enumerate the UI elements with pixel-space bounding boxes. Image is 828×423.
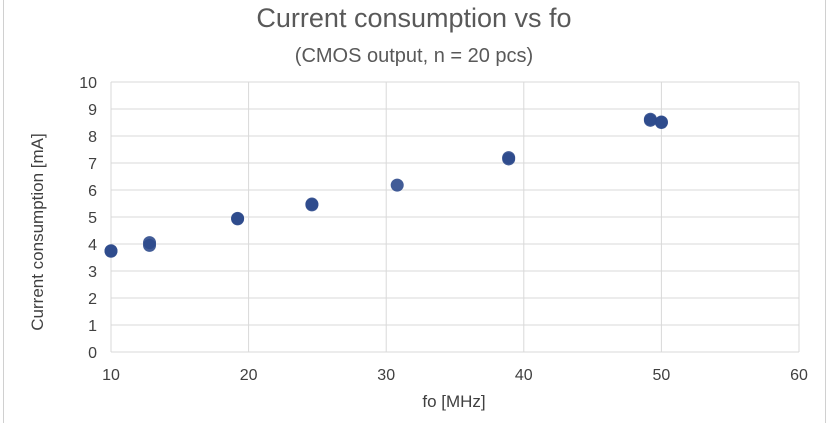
y-tick-label: 10 [79, 75, 97, 92]
data-point [390, 178, 404, 192]
data-point [502, 152, 516, 166]
x-tick-label: 50 [653, 367, 671, 384]
chart-title: Current consumption vs fo [256, 3, 572, 33]
x-tick-label: 30 [377, 367, 395, 384]
x-tick-label: 10 [102, 367, 120, 384]
y-tick-label: 3 [88, 264, 97, 281]
y-tick-label: 6 [88, 183, 97, 200]
data-point [104, 244, 118, 258]
y-tick-label: 9 [88, 102, 97, 119]
y-tick-label: 8 [88, 129, 97, 146]
data-point [305, 198, 319, 212]
y-tick-label: 5 [88, 210, 97, 227]
y-tick-label: 2 [88, 291, 97, 308]
x-tick-label: 40 [515, 367, 533, 384]
y-tick-label: 0 [88, 345, 97, 362]
chart-border [3, 0, 826, 423]
x-tick-label: 20 [240, 367, 258, 384]
y-tick-label: 7 [88, 156, 97, 173]
chart-subtitle: (CMOS output, n = 20 pcs) [294, 45, 534, 67]
data-point [143, 236, 157, 250]
y-tick-label: 4 [88, 237, 97, 254]
y-tick-label: 1 [88, 318, 97, 335]
data-point [654, 116, 668, 129]
x-tick-label: 60 [790, 367, 808, 384]
x-axis-label: fo [MHz] [422, 392, 486, 411]
data-point [231, 212, 245, 226]
data-point [643, 113, 657, 127]
